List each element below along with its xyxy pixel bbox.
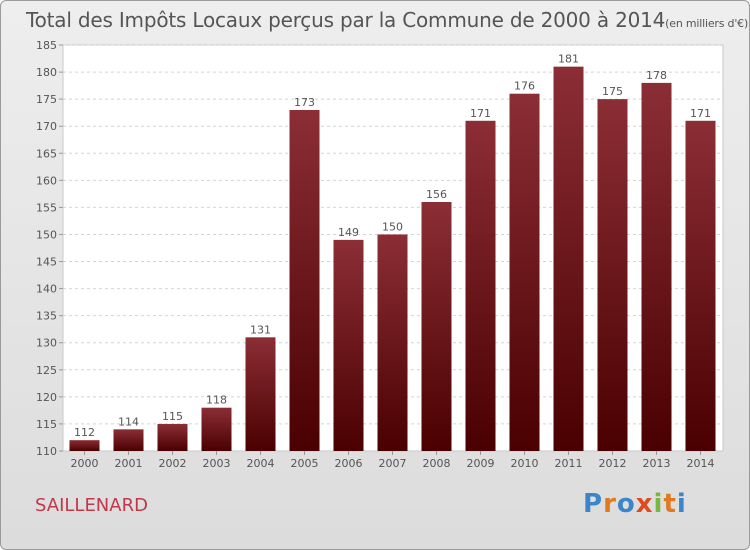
y-tick-label: 145 bbox=[36, 256, 57, 269]
chart-title: Total des Impôts Locaux perçus par la Co… bbox=[26, 8, 748, 32]
x-tick-label: 2009 bbox=[467, 457, 495, 470]
bar-value-label: 176 bbox=[514, 80, 535, 93]
bar-2004 bbox=[245, 337, 276, 451]
logo-letter: r bbox=[603, 489, 617, 519]
bar-2000 bbox=[69, 440, 100, 451]
commune-name: SAILLENARD bbox=[35, 495, 148, 516]
bars: 112 114 115 118 131 173 149 150 156 171 176 181 175 1… bbox=[69, 53, 716, 452]
bar-value-label: 131 bbox=[250, 323, 271, 336]
bar-value-label: 150 bbox=[382, 220, 403, 233]
logo-letter: x bbox=[635, 489, 654, 519]
bar-value-label: 156 bbox=[426, 188, 447, 201]
logo-letter: P bbox=[583, 489, 604, 519]
y-tick-label: 160 bbox=[36, 174, 57, 187]
y-tick-label: 125 bbox=[36, 364, 57, 377]
bar-value-label: 118 bbox=[206, 394, 227, 407]
bar-value-label: 175 bbox=[602, 85, 623, 98]
proxiti-logo[interactable]: Proxiti bbox=[583, 489, 687, 519]
bar-2002 bbox=[157, 423, 188, 451]
bar-value-label: 171 bbox=[690, 107, 711, 120]
bar-2014 bbox=[685, 120, 716, 451]
x-tick-label: 2004 bbox=[247, 457, 275, 470]
y-tick-label: 175 bbox=[36, 93, 57, 106]
logo-letter: i bbox=[676, 489, 687, 519]
y-axis: 110 115 120 125 130 135 140 145 150 155 160 165 170 1… bbox=[36, 39, 63, 458]
x-tick-label: 2002 bbox=[159, 457, 187, 470]
y-tick-label: 115 bbox=[36, 418, 57, 431]
bar-2005 bbox=[289, 109, 320, 452]
unit-note: (en milliers d'€) bbox=[665, 17, 749, 30]
bar-2003 bbox=[201, 407, 232, 451]
bar-2010 bbox=[509, 93, 540, 451]
x-tick-label: 2013 bbox=[643, 457, 671, 470]
logo-letter: i bbox=[653, 489, 664, 519]
y-tick-label: 130 bbox=[36, 337, 57, 350]
y-tick-label: 155 bbox=[36, 201, 57, 214]
y-tick-label: 135 bbox=[36, 310, 57, 323]
y-tick-label: 165 bbox=[36, 147, 57, 160]
x-tick-label: 2012 bbox=[599, 457, 627, 470]
bar-2007 bbox=[377, 234, 408, 451]
title-text: Total des Impôts Locaux perçus par la Co… bbox=[26, 8, 666, 32]
x-tick-label: 2003 bbox=[203, 457, 231, 470]
y-tick-label: 120 bbox=[36, 391, 57, 404]
bar-2008 bbox=[421, 201, 452, 451]
bar-2011 bbox=[553, 66, 584, 452]
y-tick-label: 150 bbox=[36, 228, 57, 241]
bar-2013 bbox=[641, 82, 672, 451]
x-tick-label: 2011 bbox=[555, 457, 583, 470]
logo-letter: t bbox=[663, 489, 677, 519]
y-tick-label: 170 bbox=[36, 120, 57, 133]
bar-value-label: 171 bbox=[470, 107, 491, 120]
y-tick-label: 110 bbox=[36, 445, 57, 458]
bar-2012 bbox=[597, 99, 628, 451]
x-tick-label: 2014 bbox=[687, 457, 715, 470]
bar-2001 bbox=[113, 429, 144, 451]
bar-value-label: 112 bbox=[74, 426, 95, 439]
bar-value-label: 173 bbox=[294, 96, 315, 109]
x-tick-label: 2005 bbox=[291, 457, 319, 470]
x-tick-label: 2007 bbox=[379, 457, 407, 470]
y-tick-label: 180 bbox=[36, 66, 57, 79]
logo-letter: o bbox=[616, 489, 636, 519]
bar-value-label: 178 bbox=[646, 69, 667, 82]
bar-value-label: 115 bbox=[162, 410, 183, 423]
x-tick-label: 2001 bbox=[115, 457, 143, 470]
bar-value-label: 114 bbox=[118, 415, 139, 428]
bar-2006 bbox=[333, 239, 364, 451]
x-tick-label: 2000 bbox=[71, 457, 99, 470]
x-axis: 2000 2001 2002 2003 2004 2005 2006 2007 2008 2009… bbox=[71, 451, 715, 470]
x-tick-label: 2008 bbox=[423, 457, 451, 470]
y-tick-label: 185 bbox=[36, 39, 57, 52]
bar-value-label: 181 bbox=[558, 53, 579, 66]
x-tick-label: 2010 bbox=[511, 457, 539, 470]
x-tick-label: 2006 bbox=[335, 457, 363, 470]
bar-value-label: 149 bbox=[338, 226, 359, 239]
bar-2009 bbox=[465, 120, 496, 451]
y-tick-label: 140 bbox=[36, 283, 57, 296]
